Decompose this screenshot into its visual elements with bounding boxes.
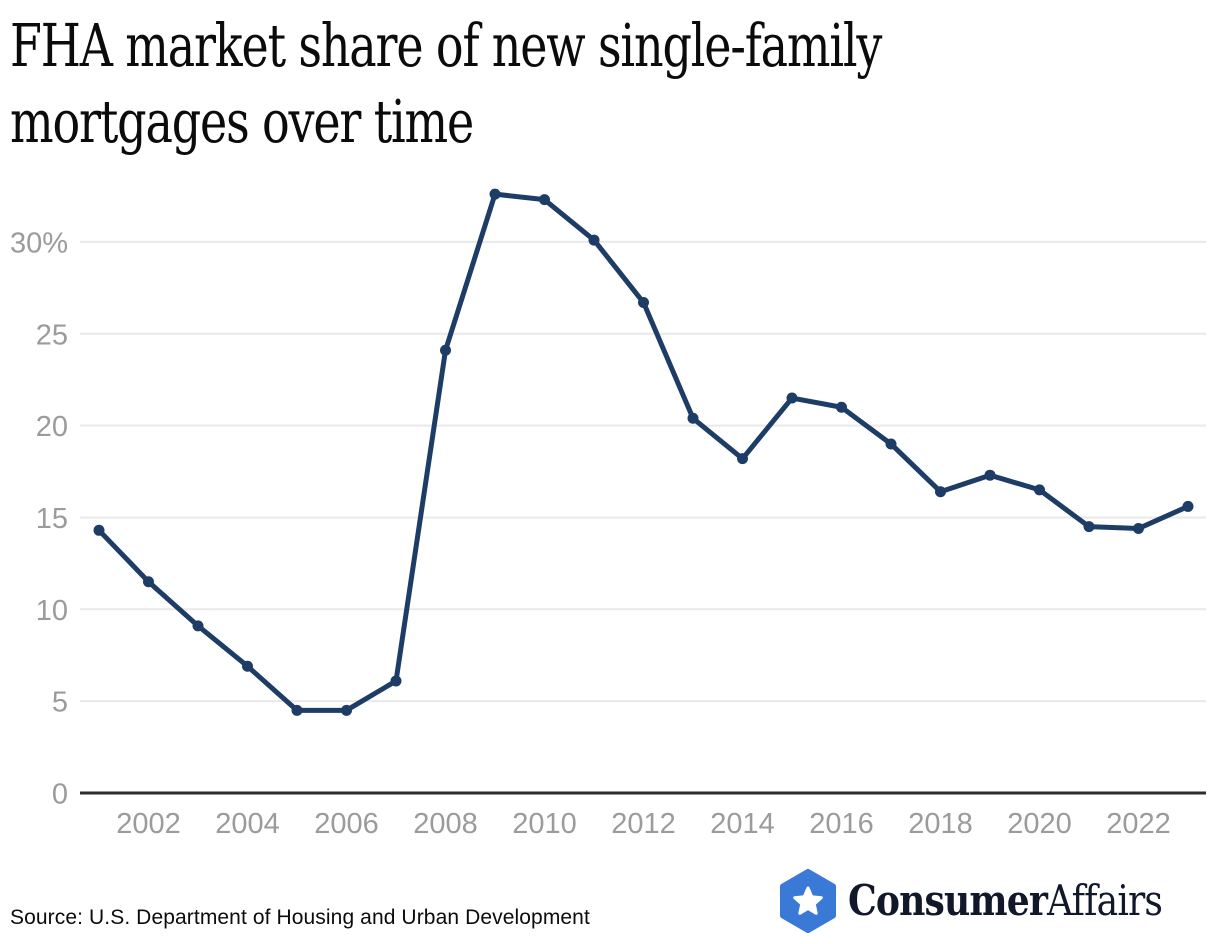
y-tick-label: 10	[36, 595, 68, 627]
data-point	[93, 524, 105, 536]
x-tick-label: 2010	[512, 808, 577, 840]
data-point	[1182, 500, 1194, 512]
data-point	[935, 486, 946, 498]
data-point	[192, 620, 204, 632]
y-tick-label: 25	[36, 319, 68, 351]
wordmark-affairs: Affairs	[1046, 876, 1163, 925]
data-point	[1133, 522, 1144, 534]
data-point	[143, 576, 154, 588]
data-point	[440, 344, 451, 356]
data-point	[786, 392, 798, 404]
y-tick-label: 0	[52, 779, 68, 811]
source-note: Source: U.S. Department of Housing and U…	[10, 906, 590, 929]
x-tick-label: 2014	[710, 808, 775, 840]
consumeraffairs-wordmark: ConsumerAffairs	[847, 869, 1163, 933]
y-tick-label: 30%	[10, 227, 68, 259]
x-tick-label: 2022	[1106, 808, 1171, 840]
data-point	[638, 297, 649, 309]
wordmark-consumer: Consumer	[847, 876, 1048, 925]
data-point	[539, 194, 550, 206]
data-point	[1083, 521, 1095, 533]
x-tick-label: 2006	[314, 808, 379, 840]
data-point	[1034, 484, 1045, 496]
chart-canvas: 0 5 10 15 20 25 30% 2002 2004 2006 2008 2010 2012 201…	[10, 188, 1206, 840]
x-tick-label: 2012	[611, 808, 676, 840]
chart-title-line-2: mortgages over time	[10, 87, 474, 156]
x-tick-label: 2018	[908, 808, 973, 840]
consumeraffairs-logo: ConsumerAffairs	[779, 868, 1213, 934]
data-point	[242, 660, 253, 672]
data-point	[341, 704, 352, 716]
chart-title: FHA market share of new single-family mo…	[10, 8, 930, 160]
data-point	[489, 188, 501, 200]
data-line	[96, 191, 1191, 713]
x-tick-label: 2020	[1007, 808, 1072, 840]
data-point	[885, 438, 897, 450]
y-tick-label: 15	[36, 503, 68, 535]
line-chart: 0 5 10 15 20 25 30% 2002 2004 2006 2008 2010 2012 201…	[0, 170, 1220, 860]
x-tick-label: 2016	[809, 808, 874, 840]
data-point	[737, 453, 748, 465]
x-tick-label: 2008	[413, 808, 478, 840]
hexagon-star-icon	[779, 869, 836, 933]
x-tick-label: 2002	[116, 808, 181, 840]
data-point	[390, 675, 402, 687]
y-tick-label: 20	[36, 411, 68, 443]
chart-title-line-1: FHA market share of new single-family	[10, 11, 882, 80]
y-tick-label: 5	[52, 687, 68, 719]
data-point	[836, 401, 847, 413]
data-point	[588, 234, 600, 246]
data-point	[984, 469, 996, 481]
x-tick-label: 2004	[215, 808, 280, 840]
chart-footer: Source: U.S. Department of Housing and U…	[0, 862, 1220, 942]
data-point	[291, 704, 303, 716]
data-point	[687, 412, 699, 424]
